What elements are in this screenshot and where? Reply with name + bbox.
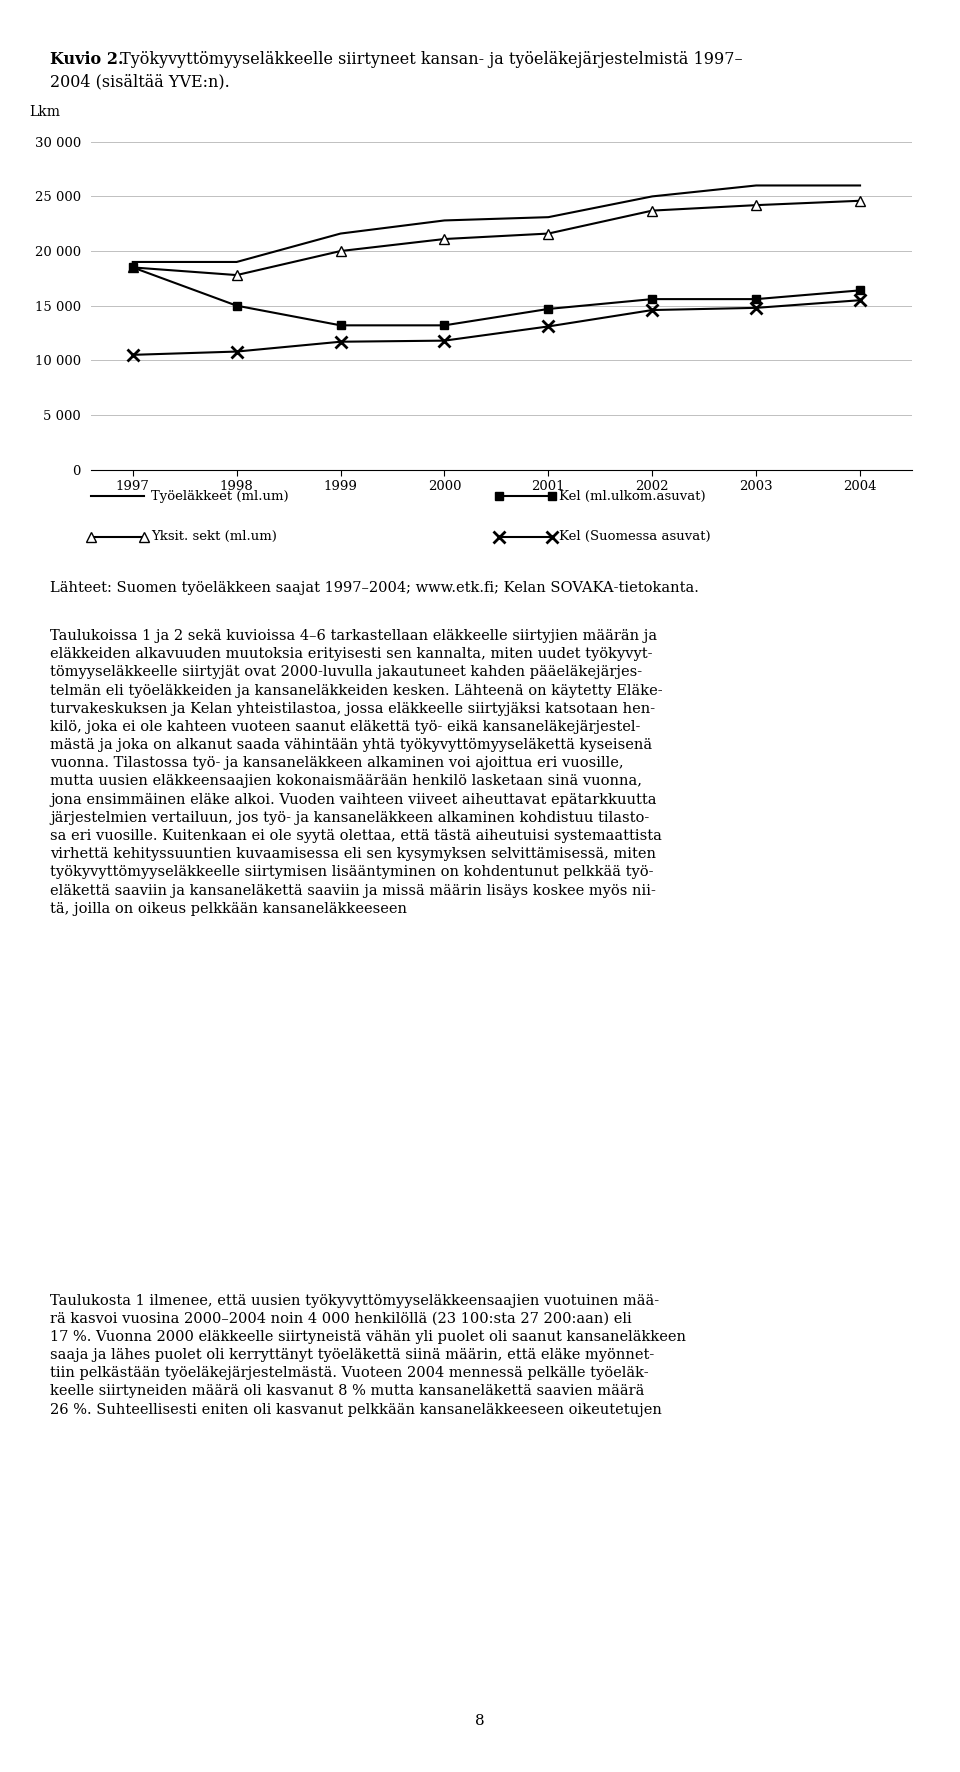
Text: 2004 (sisältää YVE:n).: 2004 (sisältää YVE:n). xyxy=(50,74,229,90)
Text: Taulukosta 1 ilmenee, että uusien työkyvyttömyyseläkkeensaajien vuotuinen mää-
r: Taulukosta 1 ilmenee, että uusien työkyv… xyxy=(50,1294,685,1416)
Text: 8: 8 xyxy=(475,1714,485,1728)
Text: Taulukoissa 1 ja 2 sekä kuvioissa 4–6 tarkastellaan eläkkeelle siirtyjien määrän: Taulukoissa 1 ja 2 sekä kuvioissa 4–6 ta… xyxy=(50,629,662,916)
Text: Lkm: Lkm xyxy=(30,105,60,119)
Text: Kel (ml.ulkom.asuvat): Kel (ml.ulkom.asuvat) xyxy=(559,489,706,503)
Text: Lähteet: Suomen työeläkkeen saajat 1997–2004; www.etk.fi; Kelan SOVAKA-tietokant: Lähteet: Suomen työeläkkeen saajat 1997–… xyxy=(50,581,699,595)
Text: Työkyvyttömyyseläkkeelle siirtyneet kansan- ja työeläkejärjestelmistä 1997–: Työkyvyttömyyseläkkeelle siirtyneet kans… xyxy=(115,51,743,67)
Text: Kel (Suomessa asuvat): Kel (Suomessa asuvat) xyxy=(559,530,710,544)
Text: Yksit. sekt (ml.um): Yksit. sekt (ml.um) xyxy=(151,530,276,544)
Text: Työeläkkeet (ml.um): Työeläkkeet (ml.um) xyxy=(151,489,288,503)
Text: Kuvio 2.: Kuvio 2. xyxy=(50,51,124,67)
